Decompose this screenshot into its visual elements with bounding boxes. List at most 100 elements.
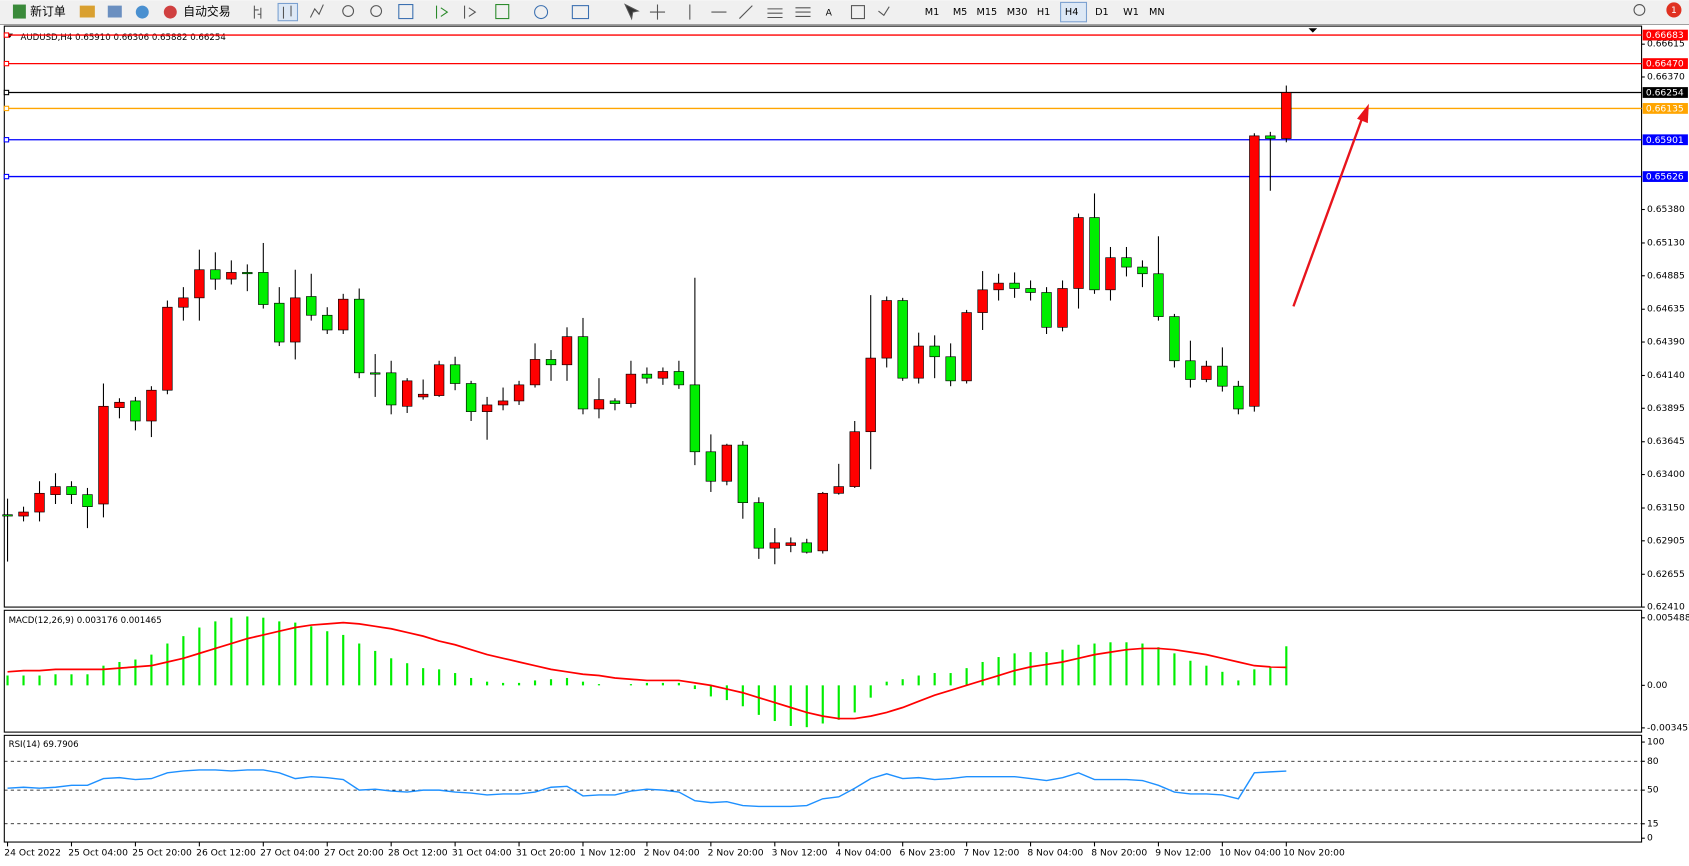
toolbar-icon[interactable] bbox=[135, 5, 149, 19]
macd-bar bbox=[1253, 669, 1256, 686]
y-tick-label: -0.003457 bbox=[1647, 722, 1689, 733]
timeframe-button[interactable]: H4 bbox=[1065, 7, 1078, 18]
signal-line bbox=[7, 621, 1287, 720]
tile-windows[interactable] bbox=[398, 4, 414, 20]
zoom-out[interactable] bbox=[370, 5, 383, 17]
macd-bar bbox=[1125, 642, 1128, 686]
x-tick-label: 31 Oct 04:00 bbox=[452, 847, 512, 858]
cursor-tool[interactable] bbox=[624, 3, 640, 21]
candle-body bbox=[354, 298, 365, 374]
x-tick-label: 7 Nov 12:00 bbox=[963, 847, 1019, 858]
x-tick-label: 6 Nov 23:00 bbox=[899, 847, 955, 858]
macd-bar bbox=[741, 685, 744, 707]
timeframe-button[interactable]: M30 bbox=[1007, 7, 1028, 18]
arrow-shaft bbox=[1292, 114, 1365, 307]
timeframe-button[interactable]: MN bbox=[1149, 7, 1165, 18]
notification-badge[interactable] bbox=[1666, 2, 1682, 18]
timeframe-button[interactable]: W1 bbox=[1123, 7, 1139, 18]
macd-bar bbox=[901, 679, 904, 686]
level-handle bbox=[3, 60, 10, 67]
zoom-in[interactable] bbox=[342, 5, 355, 17]
macd-bar bbox=[1189, 660, 1192, 686]
macd-bar bbox=[150, 654, 153, 686]
macd-bar bbox=[1141, 643, 1144, 686]
search[interactable] bbox=[1633, 4, 1646, 16]
channel-tool[interactable] bbox=[767, 8, 783, 19]
candle-body bbox=[481, 404, 493, 412]
line-chart-tool[interactable] bbox=[309, 4, 324, 18]
header-value: 69.7906 bbox=[43, 739, 79, 749]
level-price-label: 0.66683 bbox=[1646, 30, 1684, 41]
candle-body bbox=[338, 298, 349, 331]
new-order-button[interactable]: 新订单 bbox=[30, 5, 66, 19]
macd-bar bbox=[517, 682, 521, 686]
candle-body bbox=[178, 297, 189, 308]
text-tool[interactable]: A bbox=[826, 8, 833, 19]
macd-bar bbox=[246, 616, 249, 686]
toolbar-icon[interactable] bbox=[79, 5, 95, 18]
y-tick-label: 0.63400 bbox=[1647, 469, 1685, 480]
candle-body bbox=[689, 384, 701, 453]
candle-body bbox=[1249, 135, 1260, 407]
macd-bar bbox=[54, 674, 57, 686]
candle-body bbox=[993, 282, 1004, 291]
crosshair-tool[interactable] bbox=[649, 4, 666, 20]
auto-trading-icon[interactable] bbox=[163, 5, 177, 19]
macd-bar bbox=[1221, 671, 1224, 686]
candle-body bbox=[386, 372, 397, 406]
candle-body bbox=[673, 371, 685, 386]
candle-body bbox=[66, 486, 77, 495]
macd-bar bbox=[294, 622, 297, 686]
candle-body bbox=[625, 373, 637, 404]
y-tick-label: 0.00 bbox=[1647, 680, 1668, 691]
y-tick-label: 0.64885 bbox=[1647, 270, 1685, 281]
bar-chart-tool[interactable] bbox=[253, 5, 262, 19]
macd-bar bbox=[182, 636, 185, 686]
x-tick-label: 2 Nov 20:00 bbox=[708, 847, 764, 858]
timeframe-button[interactable]: M15 bbox=[977, 7, 998, 18]
y-tick-label: 0.63645 bbox=[1647, 436, 1685, 447]
fibo-tool[interactable] bbox=[795, 7, 811, 17]
panel-title: RSI(14) bbox=[9, 739, 41, 749]
arrows-tool[interactable] bbox=[878, 6, 890, 17]
panel-header: RSI(14) 69.7906 bbox=[9, 739, 79, 749]
candle-body bbox=[721, 444, 733, 482]
candle-tool-icon[interactable] bbox=[282, 5, 292, 19]
macd-bar bbox=[1237, 680, 1240, 686]
panel-title: MACD(12,26,9) bbox=[9, 616, 74, 626]
line-tools[interactable] bbox=[689, 4, 753, 20]
auto-trading-button[interactable]: 自动交易 bbox=[183, 5, 230, 19]
badge-count: 1 bbox=[1671, 5, 1677, 16]
auto-scroll[interactable] bbox=[435, 5, 449, 19]
panel-header: MACD(12,26,9) 0.003176 0.001465 bbox=[9, 616, 162, 626]
candle-body bbox=[162, 306, 173, 391]
macd-bar bbox=[661, 682, 664, 686]
candle-tool[interactable] bbox=[277, 2, 299, 22]
candle-body bbox=[641, 373, 653, 379]
chart-shift[interactable] bbox=[464, 5, 477, 19]
templates[interactable] bbox=[571, 5, 590, 20]
label-tool[interactable] bbox=[850, 5, 865, 20]
timeframe-button[interactable]: D1 bbox=[1095, 7, 1109, 18]
new-order-icon[interactable] bbox=[12, 4, 26, 19]
macd-bar bbox=[262, 617, 265, 686]
candle-body bbox=[114, 401, 125, 408]
indicators[interactable] bbox=[495, 4, 510, 20]
periods[interactable] bbox=[534, 5, 549, 20]
y-tick-label: 0.65380 bbox=[1647, 204, 1685, 215]
toolbar-icon[interactable] bbox=[107, 5, 122, 18]
macd-bar bbox=[374, 650, 377, 686]
level-handle bbox=[3, 137, 10, 143]
panel-header: AUDUSD,H4 0.65910 0.66306 0.65882 0.6625… bbox=[20, 32, 225, 42]
macd-bar bbox=[629, 684, 633, 686]
timeframe-button[interactable]: M1 bbox=[925, 7, 940, 18]
candle-body bbox=[1265, 135, 1276, 139]
candle-body bbox=[705, 451, 717, 482]
level-price-box bbox=[1642, 58, 1688, 69]
level-price-box bbox=[1642, 171, 1688, 182]
macd-bar bbox=[214, 621, 217, 686]
timeframe-button[interactable]: M5 bbox=[953, 7, 968, 18]
candle-body bbox=[865, 357, 876, 433]
timeframe-button[interactable]: H1 bbox=[1037, 7, 1050, 18]
